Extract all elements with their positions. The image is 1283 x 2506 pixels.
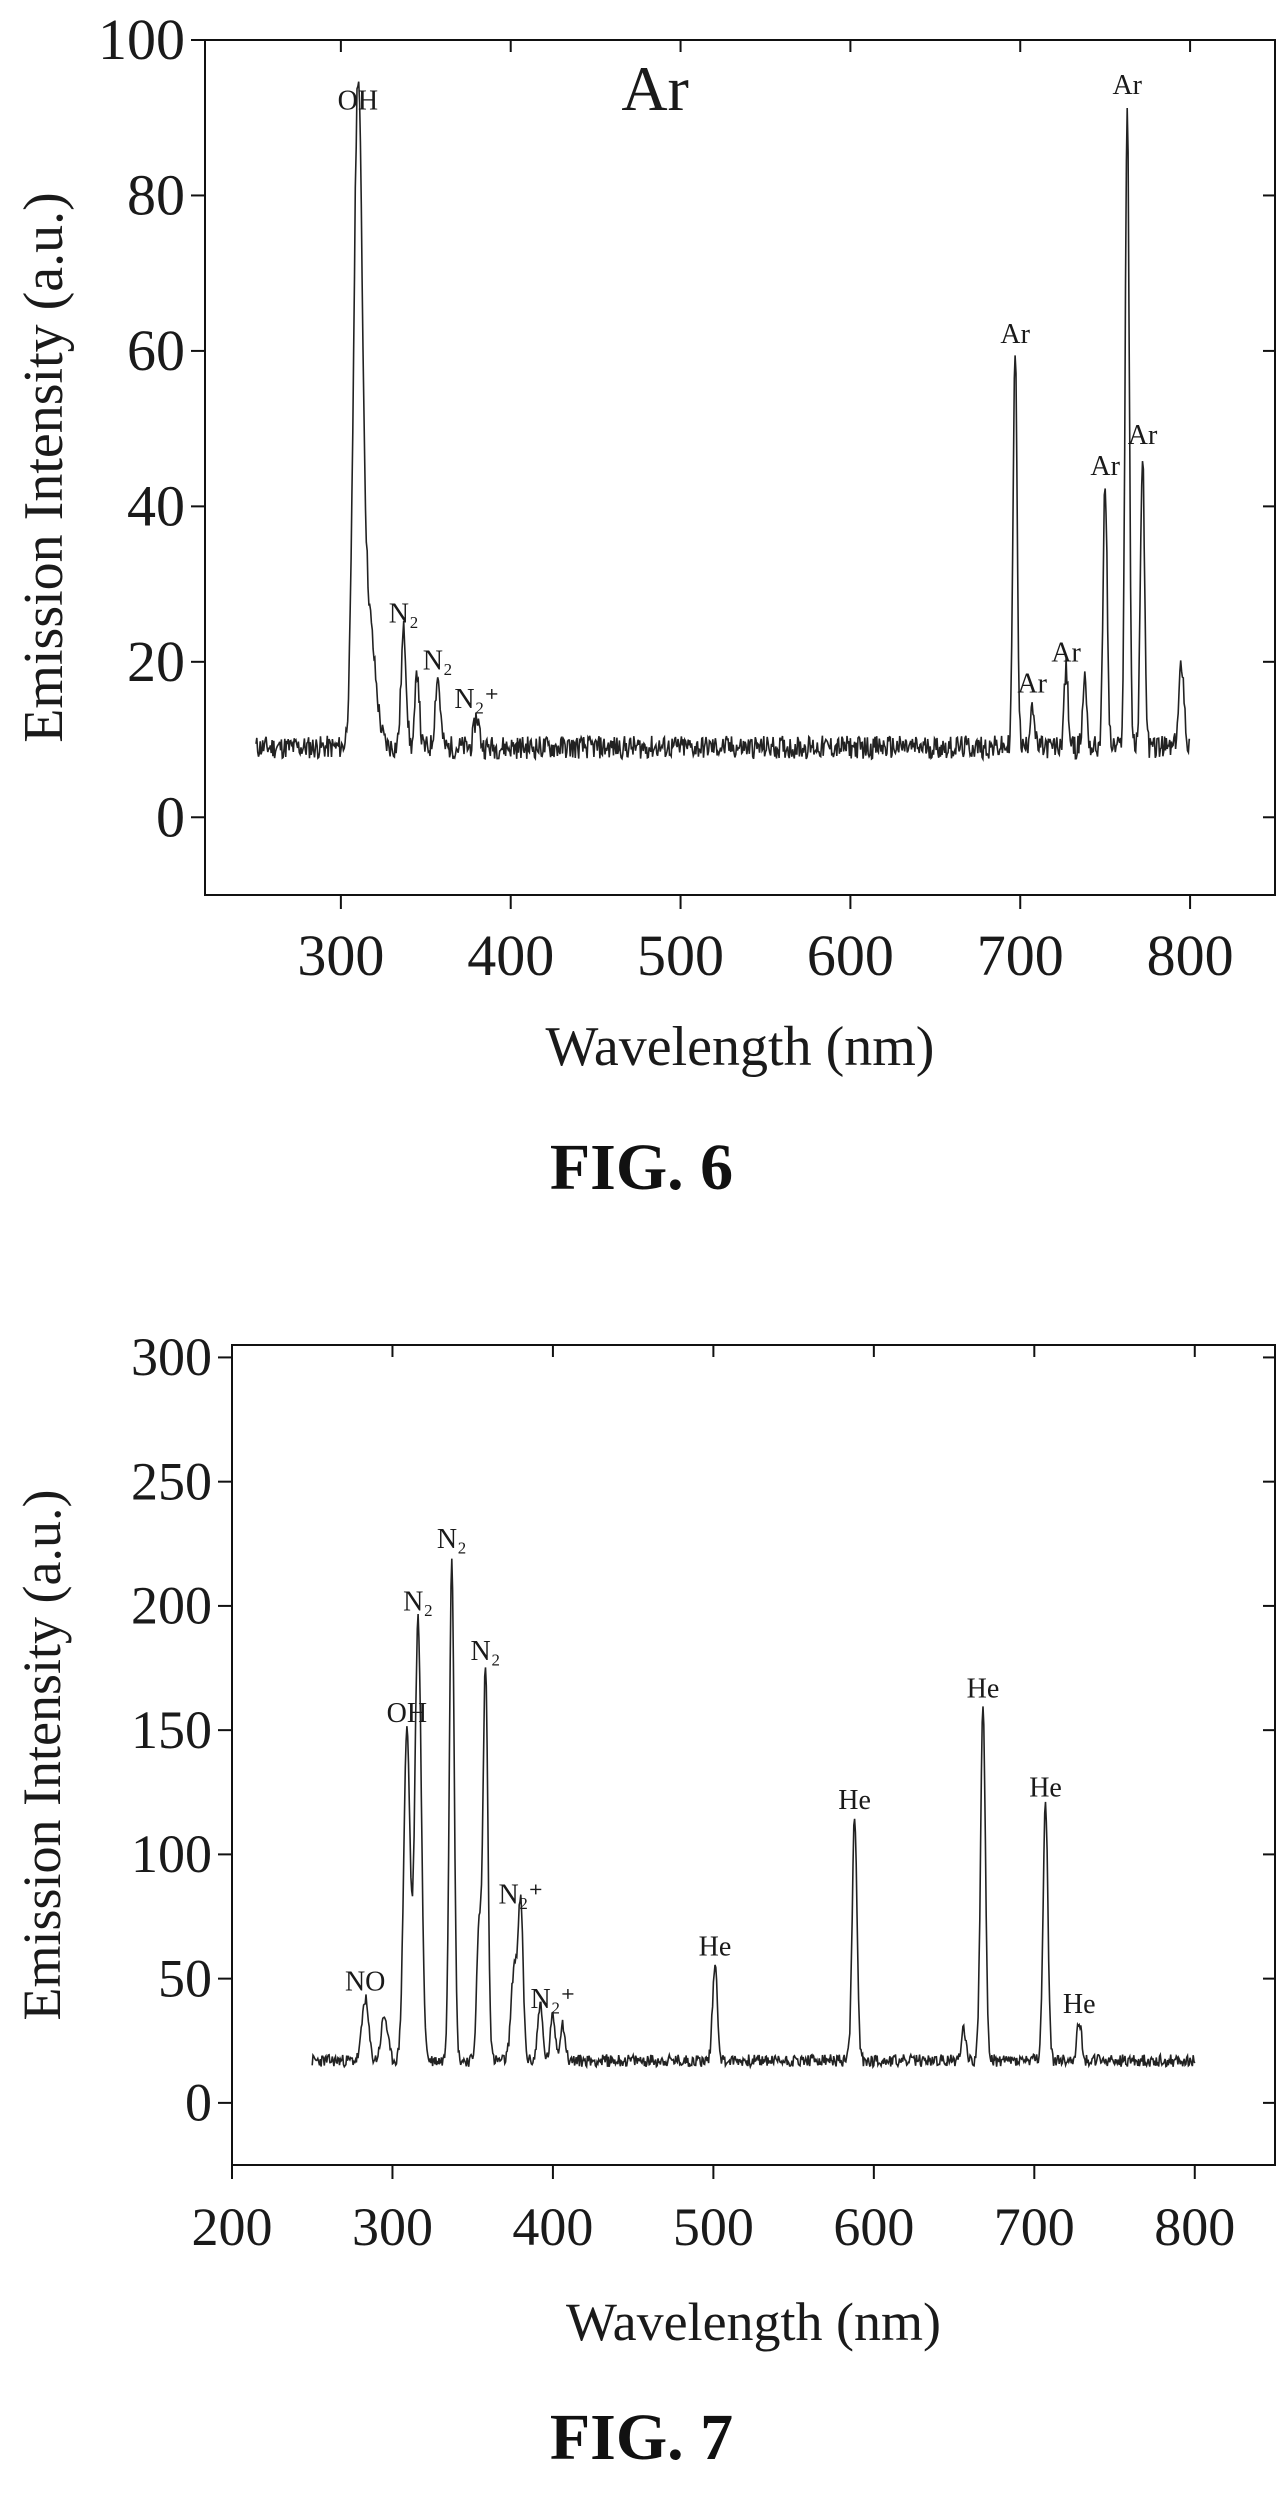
fig7-peak-label: He xyxy=(1063,1989,1096,2020)
fig7-x-tick-label: 200 xyxy=(192,2197,273,2257)
fig7-peak-label: OH xyxy=(387,1698,427,1729)
fig6-y-tick-label: 80 xyxy=(127,163,185,228)
fig6-spectrum-line xyxy=(255,81,1191,763)
fig6-x-tick-label: 700 xyxy=(977,923,1064,988)
fig7-peak-label: N₂ xyxy=(437,1524,467,1555)
fig6-peak-label: Ar xyxy=(1112,70,1142,101)
fig7-y-tick-label: 50 xyxy=(158,1948,212,2008)
fig6-peak-label: OH xyxy=(338,86,378,117)
fig7-y-tick-label: 300 xyxy=(131,1327,212,1387)
figure-6: 300 400 500 600 700 800 0 20 40 60 80 100 Wavelength… xyxy=(13,7,1276,1204)
fig6-x-tick-label: 400 xyxy=(467,923,554,988)
fig7-x-tick-label: 400 xyxy=(512,2197,593,2257)
fig7-peak-label: He xyxy=(1029,1773,1062,1804)
fig6-y-tick-label: 40 xyxy=(127,474,185,539)
fig7-y-tick-label: 200 xyxy=(131,1576,212,1636)
fig6-x-tick-label: 600 xyxy=(807,923,894,988)
fig7-x-tick-label: 600 xyxy=(833,2197,914,2257)
fig6-plot-frame xyxy=(204,39,1276,896)
fig6-chart: 300 400 500 600 700 800 0 20 40 60 80 100 Wavelength… xyxy=(13,7,1276,1078)
fig7-peak-label: N₂ xyxy=(471,1636,501,1667)
fig6-y-axis-title: Emission Intensity (a.u.) xyxy=(13,192,75,743)
fig6-chart-title: Ar xyxy=(621,53,689,124)
fig7-plot-frame xyxy=(231,1344,1276,2166)
fig6-x-tick-label: 500 xyxy=(637,923,724,988)
fig6-y-tick-label: 60 xyxy=(127,318,185,383)
fig6-x-tick-label: 300 xyxy=(297,923,384,988)
fig7-peak-label: N₂ xyxy=(403,1586,433,1617)
fig6-peak-label: N₂ xyxy=(423,645,453,676)
fig6-x-axis-title: Wavelength (nm) xyxy=(546,1016,935,1078)
fig7-peak-label: NO xyxy=(345,1967,385,1998)
fig6-y-tick-label: 100 xyxy=(98,7,185,72)
fig7-x-axis-title: Wavelength (nm) xyxy=(566,2292,941,2352)
fig7-x-tick-label: 800 xyxy=(1154,2197,1235,2257)
fig7-peak-label: N₂⁺ xyxy=(531,1984,576,2015)
fig7-y-tick-label: 250 xyxy=(131,1451,212,1511)
fig7-x-tick-label: 300 xyxy=(352,2197,433,2257)
fig6-peak-label: Ar xyxy=(1017,669,1047,700)
fig6-peak-label: Ar xyxy=(1090,451,1120,482)
fig6-peak-label: N₂⁺ xyxy=(454,684,499,715)
fig7-caption: FIG. 7 xyxy=(549,2401,734,2474)
fig6-caption: FIG. 6 xyxy=(549,1131,734,1204)
fig7-spectrum-line xyxy=(311,1558,1196,2070)
fig7-peak-label: He xyxy=(838,1785,871,1816)
fig7-y-tick-label: 100 xyxy=(131,1824,212,1884)
fig7-x-tick-label: 500 xyxy=(673,2197,754,2257)
fig7-y-tick-label: 150 xyxy=(131,1700,212,1760)
fig7-peak-label: N₂⁺ xyxy=(498,1880,543,1911)
fig6-peak-label: Ar xyxy=(1000,319,1030,350)
fig7-y-tick-label: 0 xyxy=(185,2073,212,2133)
fig6-peak-label: Ar xyxy=(1051,638,1081,669)
fig6-peak-label: N₂ xyxy=(389,599,419,630)
fig6-y-tick-label: 20 xyxy=(127,629,185,694)
fig6-peak-label: Ar xyxy=(1128,420,1158,451)
fig6-x-tick-label: 800 xyxy=(1147,923,1234,988)
fig7-peak-label: He xyxy=(967,1673,1000,1704)
fig7-x-tick-label: 700 xyxy=(994,2197,1075,2257)
fig6-y-tick-label: 0 xyxy=(156,784,185,849)
fig7-y-axis-title: Emission Intensity (a.u.) xyxy=(12,1490,72,2021)
fig7-chart: 200 300 400 500 600 700 800 0 50 100 150 200 250 300 W… xyxy=(12,1327,1276,2352)
figure-7: 200 300 400 500 600 700 800 0 50 100 150 200 250 300 W… xyxy=(0,1260,1283,2506)
fig7-peak-label: He xyxy=(699,1932,732,1963)
